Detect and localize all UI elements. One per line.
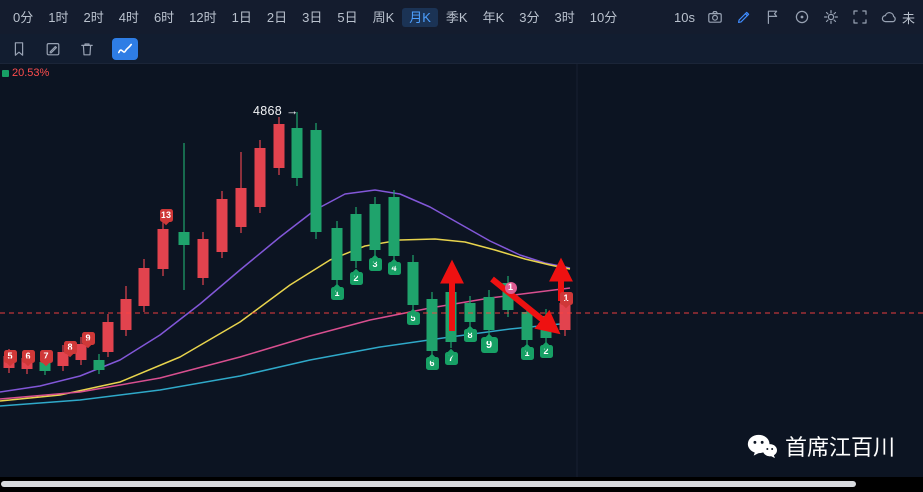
bookmark-icon[interactable]	[10, 40, 28, 58]
timeframe-3分[interactable]: 3分	[519, 9, 540, 25]
candle-body	[502, 283, 514, 310]
timeframe-季K[interactable]: 季K	[445, 9, 468, 25]
cloud-save-button[interactable]: 未	[881, 8, 915, 27]
timeframe-3日[interactable]: 3日	[302, 9, 323, 25]
note-icon[interactable]	[44, 40, 62, 58]
ma-yellow	[0, 238, 571, 402]
watermark: 首席江百川	[747, 430, 895, 462]
wechat-icon	[747, 434, 777, 459]
candle-body	[559, 303, 571, 330]
timeframe-10分[interactable]: 10分	[589, 9, 618, 25]
candle-body	[273, 124, 285, 168]
candle-body	[407, 262, 419, 305]
timeframe-toolbar: 0分 1时 2时 4时 6时 12时 1日 2日 3日 5日 周K 月K 季K 年K 3分 3时 10分 10s…	[0, 0, 923, 35]
gear-icon[interactable]	[823, 9, 840, 26]
timeframe-12时[interactable]: 12时	[189, 9, 217, 25]
timeframe-list: 0分 1时 2时 4时 6时 12时 1日 2日 3日 5日 周K 月K 季K 年K 3分 3时 10分	[6, 7, 624, 27]
gain-percent-value: 20.53%	[12, 67, 50, 79]
timeframe-2时[interactable]: 2时	[83, 9, 104, 25]
peak-price-label: 4868 →	[253, 104, 299, 118]
candle-body	[521, 312, 533, 340]
candle-body	[21, 358, 33, 369]
cloud-icon	[881, 9, 898, 26]
scrollbar-track[interactable]	[0, 477, 923, 492]
candle-body	[75, 344, 87, 360]
right-arrow-icon: →	[286, 104, 299, 118]
timeframe-月K[interactable]: 月K	[402, 7, 438, 27]
candle-body	[157, 229, 169, 269]
ma-cyan	[0, 322, 571, 407]
candle-body	[178, 232, 190, 245]
timeframe-1时[interactable]: 1时	[48, 9, 69, 25]
candle-body	[254, 148, 266, 207]
timeframe-年K[interactable]: 年K	[482, 9, 505, 25]
gain-percent-label: 20.53%	[2, 67, 49, 79]
toolbar-right-cluster: 10s 未	[674, 8, 917, 27]
flag-icon[interactable]	[765, 9, 782, 26]
candle-body	[310, 130, 322, 232]
candle-body	[235, 188, 247, 227]
candle-body	[93, 360, 105, 370]
pencil-icon[interactable]	[736, 9, 753, 26]
candle-body	[138, 268, 150, 306]
timeframe-1日[interactable]: 1日	[231, 9, 252, 25]
timeframe-3时[interactable]: 3时	[554, 9, 575, 25]
timeframe-0分[interactable]: 0分	[13, 9, 34, 25]
camera-icon[interactable]	[707, 9, 724, 26]
peak-price-value: 4868	[253, 104, 283, 118]
candle-body	[291, 128, 303, 178]
trash-icon[interactable]	[78, 40, 96, 58]
candle-body	[350, 214, 362, 261]
timeframe-4时[interactable]: 4时	[118, 9, 139, 25]
drawing-toolbar	[0, 34, 923, 64]
expand-icon[interactable]	[852, 9, 869, 26]
timeframe-2日[interactable]: 2日	[266, 9, 288, 25]
watermark-text: 首席江百川	[784, 435, 895, 460]
timeframe-5日[interactable]: 5日	[337, 9, 358, 25]
scrollbar-thumb[interactable]	[1, 481, 856, 487]
timeframe-周K[interactable]: 周K	[372, 9, 395, 25]
candle-body	[39, 362, 51, 371]
timeframe-6时[interactable]: 6时	[153, 9, 175, 25]
candle-body	[331, 228, 343, 280]
candle-body	[426, 299, 438, 351]
candle-body	[369, 204, 381, 250]
cloud-save-label: 未	[901, 10, 915, 26]
curve-icon-active-button[interactable]	[112, 37, 138, 60]
candle-body	[102, 322, 114, 352]
target-icon[interactable]	[794, 9, 811, 26]
refresh-interval-label[interactable]: 10s	[674, 9, 695, 25]
gain-marker-icon	[2, 69, 9, 77]
toolbar-icon-group	[707, 9, 869, 26]
candle-body	[197, 239, 209, 278]
candle-body	[120, 299, 132, 330]
ma-purple	[0, 189, 571, 393]
candle-body	[57, 352, 69, 366]
annotation-arrow[interactable]	[490, 276, 561, 335]
candle-body	[3, 356, 15, 368]
candle-body	[216, 199, 228, 252]
candle-body	[388, 197, 400, 256]
